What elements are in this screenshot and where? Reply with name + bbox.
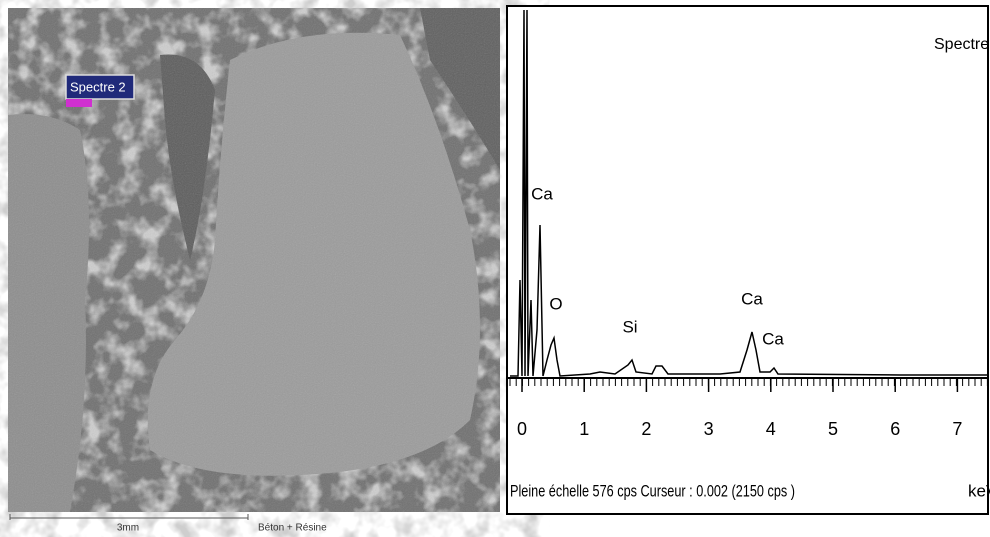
tick-label: 3 bbox=[704, 419, 714, 439]
micrograph: Spectre 2 3mm Béton + Résine bbox=[8, 8, 500, 534]
tick-label: 6 bbox=[890, 419, 900, 439]
tick-label: 0 bbox=[517, 419, 527, 439]
tick-label: 1 bbox=[579, 419, 589, 439]
peak-label: O bbox=[549, 294, 562, 313]
spectrum: Spectre 2 Ca O Si Ca Ca 0 1 2 3 4 5 6 7 Pleine … bbox=[506, 5, 990, 515]
tick-label: 4 bbox=[766, 419, 776, 439]
peak-label: Ca bbox=[741, 289, 763, 308]
tick-label: 5 bbox=[828, 419, 838, 439]
peak-label: Ca bbox=[762, 329, 784, 348]
tick-label: 7 bbox=[952, 419, 962, 439]
peak-label: Si bbox=[622, 317, 637, 336]
tick-label: 2 bbox=[641, 419, 651, 439]
spectrum-title: Spectre 2 bbox=[934, 36, 990, 53]
scale-bar-label: 3mm bbox=[117, 523, 139, 534]
peak-label: Ca bbox=[531, 184, 553, 203]
spectrum-footer: Pleine échelle 576 cps Curseur : 0.002 (… bbox=[510, 481, 795, 500]
spectrum-label: Spectre 2 bbox=[70, 79, 126, 94]
unit-label: keV bbox=[968, 481, 990, 500]
caption: Béton + Résine bbox=[258, 523, 327, 534]
